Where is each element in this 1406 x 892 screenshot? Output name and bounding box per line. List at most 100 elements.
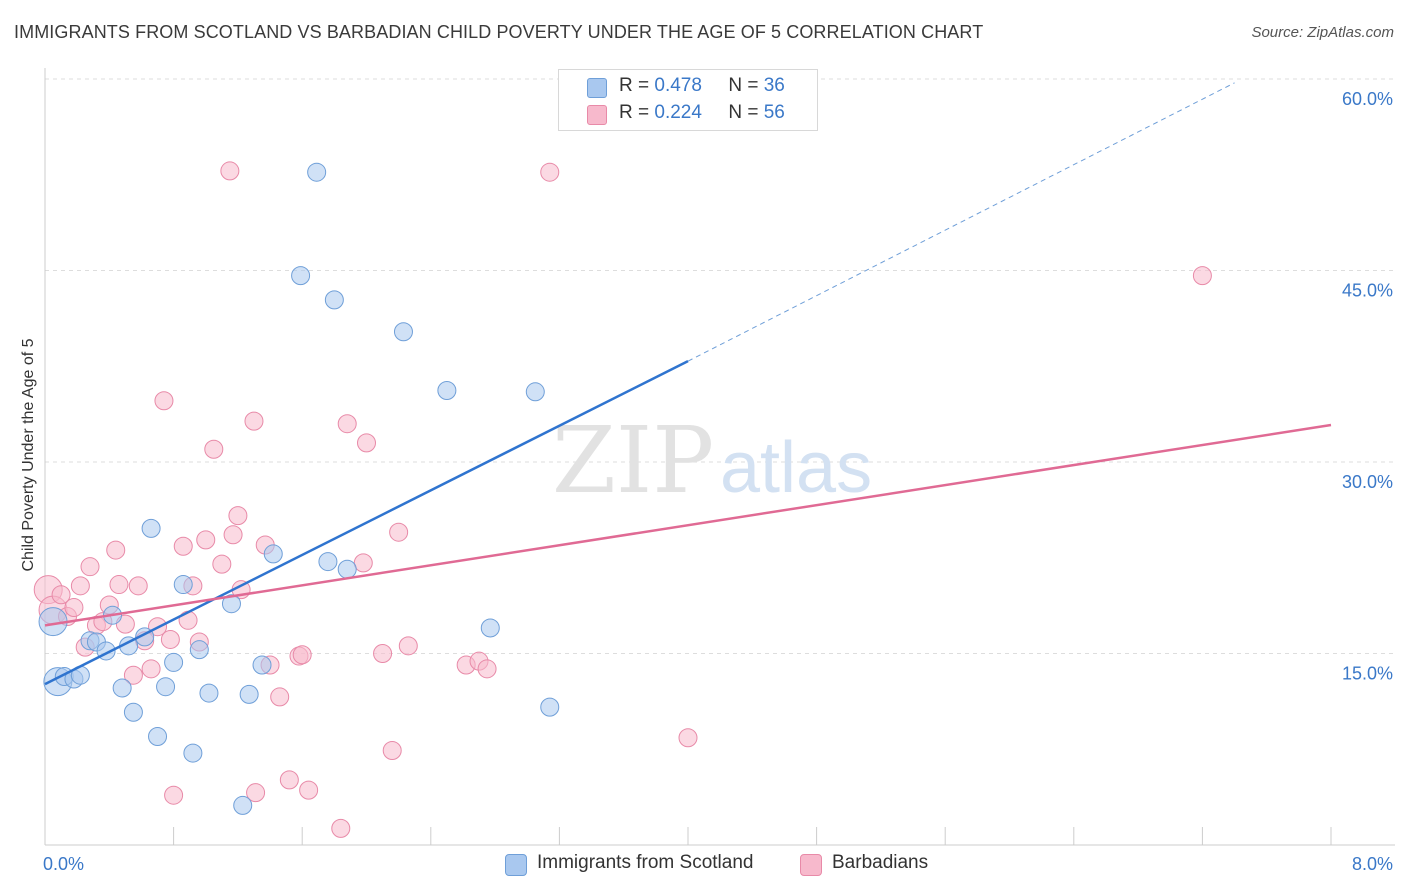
barbadian-point-20	[160, 629, 180, 649]
scotland-point-20	[199, 683, 219, 703]
y-tick-label-0: 15.0%	[1342, 664, 1393, 684]
scotland-trend-line	[44, 360, 689, 686]
barbadian-point-2	[51, 585, 71, 605]
barbadian-point-15	[128, 576, 148, 596]
x-tick-labels: 0.0% 8.0%	[43, 854, 1393, 874]
barbadian-point-34	[246, 783, 266, 803]
scotland-point-9	[112, 678, 132, 698]
barbadian-point-22	[173, 536, 193, 556]
barbadian-point-14	[123, 665, 143, 685]
y-tick-label-3: 60.0%	[1342, 89, 1393, 109]
barbadian-point-21	[164, 785, 184, 805]
scotland-point-24	[252, 655, 272, 675]
barbadian-point-49	[398, 636, 418, 656]
source-label: Source: ZipAtlas.com	[1251, 24, 1394, 41]
scotland-point-22	[233, 795, 253, 815]
scotland-n-value: 36	[763, 75, 785, 96]
barbadian-point-52	[477, 659, 497, 679]
barbadian-n-value: 56	[763, 102, 785, 123]
barbadian-n-label: N =	[728, 102, 759, 123]
barbadian-point-7	[80, 557, 100, 577]
barbadian-point-5	[70, 576, 90, 596]
scotland-point-26	[291, 266, 311, 286]
scotland-point-28	[318, 552, 338, 572]
barbadian-point-19	[154, 391, 174, 411]
barbadian-point-17	[141, 659, 161, 679]
axes	[44, 68, 1395, 846]
grid-lines	[45, 78, 1395, 654]
barbadian-point-54	[678, 728, 698, 748]
barbadian-point-47	[382, 741, 402, 761]
barbadian-point-31	[228, 506, 248, 526]
barbadian-point-37	[270, 687, 290, 707]
scotland-point-11	[123, 702, 143, 722]
barbadian-point-4	[64, 598, 84, 618]
scotland-r-label: R =	[619, 75, 650, 96]
barbadian-r-value: 0.224	[654, 102, 702, 123]
correlation-legend: R = 0.478 N = 36 R = 0.224 N = 56	[558, 69, 818, 131]
scotland-point-13	[141, 518, 161, 538]
scotland-point-32	[437, 381, 457, 401]
x-tick-label-0: 0.0%	[43, 854, 84, 874]
barbadian-point-23	[178, 610, 198, 630]
y-tick-labels: 15.0% 30.0% 45.0% 60.0%	[1342, 89, 1393, 684]
scotland-point-18	[183, 743, 203, 763]
scotland-trend-extension	[687, 82, 1235, 362]
chart-title: IMMIGRANTS FROM SCOTLAND VS BARBADIAN CH…	[14, 22, 984, 42]
barbadian-point-55	[1192, 266, 1212, 286]
scotland-point-34	[525, 382, 545, 402]
scotland-point-23	[239, 684, 259, 704]
barbadian-point-42	[331, 818, 351, 838]
scotland-point-14	[148, 726, 168, 746]
barbadian-legend-swatch	[800, 854, 822, 876]
scotland-point-15	[156, 677, 176, 697]
barbadian-point-28	[212, 554, 232, 574]
scotland-point-16	[164, 652, 184, 672]
watermark: ZIP atlas	[552, 407, 872, 514]
barbadian-points	[33, 161, 1212, 838]
barbadian-point-33	[244, 411, 264, 431]
barbadian-r-label: R =	[619, 102, 650, 123]
scotland-point-25	[263, 544, 283, 564]
watermark-atlas: atlas	[720, 428, 872, 508]
barbadian-point-43	[337, 414, 357, 434]
barbadian-point-27	[204, 439, 224, 459]
scotland-points	[38, 162, 560, 815]
barbadian-point-48	[389, 522, 409, 542]
barbadian-swatch	[587, 105, 607, 125]
scotland-legend-swatch	[505, 854, 527, 876]
scotland-point-19	[189, 640, 209, 660]
watermark-zip: ZIP	[552, 407, 714, 514]
scotland-legend-label: Immigrants from Scotland	[537, 852, 754, 873]
scotland-point-29	[324, 290, 344, 310]
barbadian-point-26	[196, 530, 216, 550]
y-axis-label: Child Poverty Under the Age of 5	[20, 338, 37, 571]
scotland-point-31	[393, 322, 413, 342]
barbadian-point-46	[373, 644, 393, 663]
barbadian-legend-label: Barbadians	[832, 852, 929, 873]
series-legend: Immigrants from Scotland Barbadians	[0, 852, 1406, 876]
barbadian-point-40	[292, 645, 312, 665]
barbadian-point-44	[353, 553, 373, 573]
barbadian-point-38	[279, 770, 299, 790]
barbadian-point-41	[299, 780, 319, 800]
barbadian-point-53	[540, 162, 560, 182]
barbadian-trend-line	[44, 423, 1332, 627]
barbadian-point-12	[109, 575, 129, 595]
scotland-r-value: 0.478	[654, 75, 702, 96]
y-tick-label-1: 30.0%	[1342, 472, 1393, 492]
scotland-point-21	[221, 594, 241, 614]
scotland-point-33	[480, 618, 500, 638]
scotland-point-17	[173, 575, 193, 595]
barbadian-point-45	[357, 433, 376, 453]
y-tick-label-2: 45.0%	[1342, 281, 1393, 301]
scotland-point-35	[540, 697, 560, 717]
scotland-point-27	[307, 162, 327, 182]
barbadian-point-29	[220, 161, 240, 181]
scotland-point-30	[337, 559, 357, 579]
trend-lines	[44, 82, 1332, 686]
scotland-swatch	[587, 78, 607, 98]
barbadian-point-11	[106, 540, 126, 560]
barbadian-point-30	[223, 525, 243, 545]
